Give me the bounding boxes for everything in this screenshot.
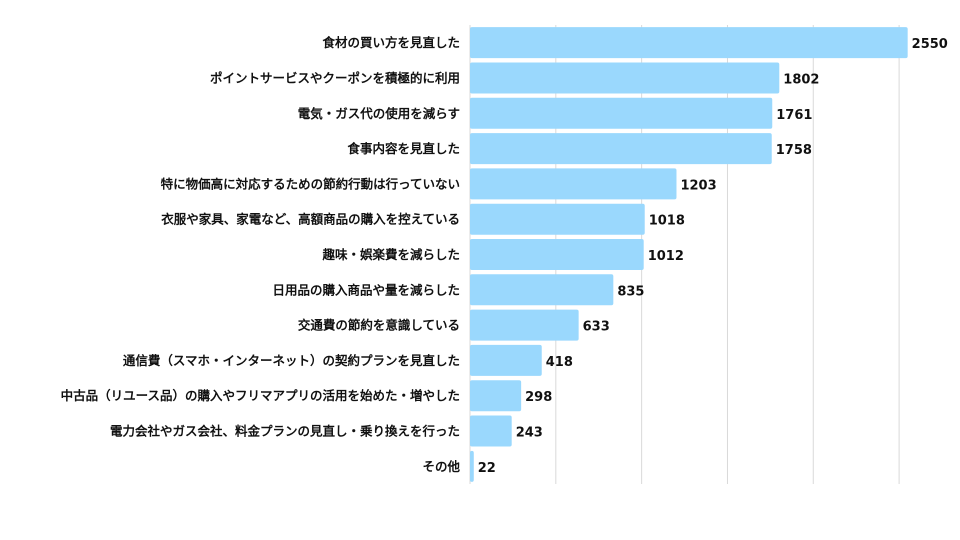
value-label-6: 1012 bbox=[648, 249, 684, 264]
bar-5 bbox=[470, 203, 645, 235]
value-label-10: 298 bbox=[525, 390, 552, 405]
value-labels: 2550 1802 1761 1758 1203 1018 1012 835 633 418 298… bbox=[478, 37, 948, 476]
category-label-3: 食事内容を見直した bbox=[346, 141, 460, 156]
value-label-4: 1203 bbox=[680, 178, 716, 193]
value-label-3: 1758 bbox=[776, 143, 812, 158]
value-label-0: 2550 bbox=[912, 37, 948, 52]
value-label-8: 633 bbox=[583, 320, 610, 335]
category-label-6: 趣味・娯楽費を減らした bbox=[321, 247, 460, 262]
value-label-5: 1018 bbox=[649, 214, 685, 229]
bars bbox=[470, 27, 908, 482]
bar-0 bbox=[470, 27, 908, 59]
category-label-4: 特に物価高に対応するための節約行動は行っていない bbox=[161, 176, 460, 191]
category-label-5: 衣服や家具、家電など、高額商品の購入を控えている bbox=[161, 212, 460, 227]
bar-2 bbox=[470, 97, 773, 129]
category-label-7: 日用品の購入商品や量を減らした bbox=[272, 282, 460, 297]
bar-1 bbox=[470, 62, 780, 94]
category-label-10: 中古品（リユース品）の購入やフリマアプリの活用を始めた・増やした bbox=[61, 388, 460, 403]
value-label-2: 1761 bbox=[776, 108, 812, 123]
category-label-0: 食材の買い方を見直した bbox=[321, 35, 460, 50]
bar-7 bbox=[470, 274, 614, 306]
value-label-7: 835 bbox=[617, 284, 644, 299]
category-label-8: 交通費の節約を意識している bbox=[298, 318, 460, 333]
value-label-11: 243 bbox=[516, 426, 543, 441]
bar-4 bbox=[470, 168, 677, 200]
value-label-12: 22 bbox=[478, 461, 496, 476]
category-label-12: その他 bbox=[422, 459, 460, 474]
category-label-11: 電力会社やガス会社、料金プランの見直し・乗り換えを行った bbox=[110, 424, 460, 439]
bar-11 bbox=[470, 415, 512, 447]
bar-6 bbox=[470, 239, 644, 270]
category-label-2: 電気・ガス代の使用を減らす bbox=[298, 106, 460, 121]
category-labels: 食材の買い方を見直したポイントサービスやクーポンを積極的に利用電気・ガス代の使用… bbox=[61, 35, 461, 474]
value-label-1: 1802 bbox=[783, 72, 819, 87]
category-label-9: 通信費（スマホ・インターネット）の契約プランを見直した bbox=[123, 353, 460, 368]
category-label-1: ポイントサービスやクーポンを積極的に利用 bbox=[210, 70, 460, 85]
value-label-9: 418 bbox=[546, 355, 573, 370]
bar-10 bbox=[470, 380, 522, 412]
bar-12 bbox=[470, 450, 474, 482]
bar-9 bbox=[470, 344, 542, 376]
bar-3 bbox=[470, 133, 772, 165]
bar-8 bbox=[470, 309, 579, 341]
